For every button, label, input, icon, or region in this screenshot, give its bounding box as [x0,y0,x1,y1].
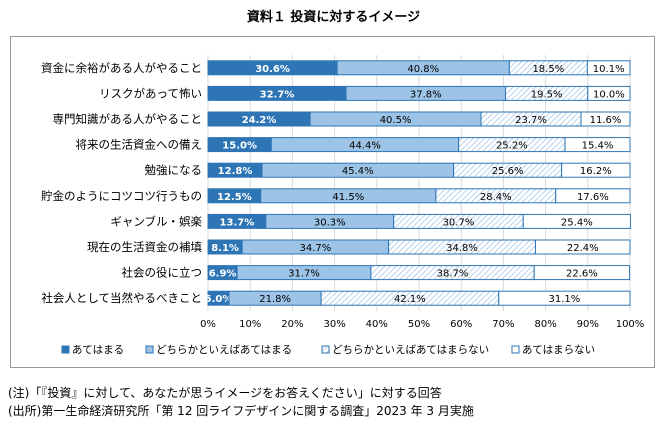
x-tick-label: 30% [323,319,345,330]
x-tick-label: 80% [534,319,556,330]
category-label: 社会の役に立つ [122,266,203,280]
data-label: 40.5% [380,115,412,126]
data-label: 31.1% [548,294,580,305]
data-label: 41.5% [332,192,364,203]
data-label: 15.4% [582,141,614,152]
data-label: 25.4% [561,217,593,228]
category-label: 社会人として当然やるべきこと [41,291,202,305]
legend-label: どちらかといえばあてはまる [156,344,292,356]
x-tick-label: 10% [239,319,261,330]
bar-segment [586,60,631,76]
category-label: 将来の生活資金への備え [76,138,203,152]
category-label: 貯金のようにコツコツ行うもの [41,189,202,203]
data-label: 25.6% [492,166,524,177]
chart-title: 資料１ 投資に対するイメージ [246,10,421,25]
category-label: 現在の生活資金の補填 [87,240,202,254]
data-label: 10.0% [593,89,625,100]
bar-segment [580,111,631,127]
legend-swatch [511,345,520,354]
bar-segment [561,162,631,178]
data-label: 19.5% [531,89,563,100]
data-label: 28.4% [480,192,512,203]
source-text: (出所)第一生命経済研究所「第 12 回ライフデザインに関する調査」2023 年… [8,404,474,418]
x-tick-label: 20% [281,319,303,330]
bar-segment [564,137,631,153]
data-label: 22.6% [566,269,598,280]
data-label: 31.7% [288,269,320,280]
legend-swatch [321,345,330,354]
category-label: 勉強になる [145,163,203,177]
data-label: 12.5% [217,192,252,203]
x-tick-label: 90% [577,319,599,330]
x-tick-label: 40% [366,319,388,330]
data-label: 23.7% [515,115,547,126]
data-label: 30.3% [314,217,346,228]
category-label: 資金に余裕がある人がやること [41,61,202,75]
data-label: 30.6% [255,64,290,75]
data-label: 10.1% [593,64,625,75]
bar-segment [533,265,631,281]
data-label: 22.4% [567,243,599,254]
legend-label: あてはまらない [522,344,595,356]
x-tick-label: 0% [200,319,216,330]
legend-swatch [145,345,154,354]
data-label: 16.2% [580,166,612,177]
data-label: 40.8% [407,64,439,75]
chart-frame [10,36,655,368]
x-tick-label: 60% [450,319,472,330]
data-label: 13.7% [220,217,255,228]
data-label: 44.4% [349,141,381,152]
data-label: 18.5% [532,64,564,75]
data-label: 38.7% [437,269,469,280]
data-label: 24.2% [242,115,277,126]
category-label: リスクがあって怖い [99,86,202,100]
data-label: 6.9% [209,269,237,280]
data-label: 30.7% [443,217,475,228]
bar-segment [555,188,631,204]
x-tick-label: 100% [616,319,645,330]
x-tick-label: 70% [492,319,514,330]
note-text: (注)「『投資』に対して、あなたが思うイメージをお答えください」に対する回答 [8,386,442,400]
x-tick-label: 50% [408,319,430,330]
bar-segment [587,85,631,101]
data-label: 11.6% [590,115,622,126]
bar-segment [522,213,631,229]
legend-swatch [61,345,70,354]
data-label: 25.2% [496,141,528,152]
data-label: 37.8% [410,89,442,100]
data-label: 8.1% [211,243,239,254]
data-label: 5.0% [205,294,233,305]
category-label: 専門知識がある人がやること [53,112,203,126]
bar-segment [498,290,631,306]
category-label: ギャンブル・娯楽 [110,214,202,228]
data-label: 12.8% [218,166,253,177]
data-label: 34.8% [446,243,478,254]
data-label: 15.0% [222,141,257,152]
legend-label: あてはまる [72,344,124,356]
data-label: 45.4% [342,166,374,177]
data-label: 32.7% [260,89,295,100]
data-label: 17.6% [577,192,609,203]
legend-label: どちらかといえばあてはまらない [332,344,489,356]
data-label: 42.1% [394,294,426,305]
data-label: 21.8% [259,294,291,305]
data-label: 34.7% [300,243,332,254]
bar-segment [534,239,631,255]
